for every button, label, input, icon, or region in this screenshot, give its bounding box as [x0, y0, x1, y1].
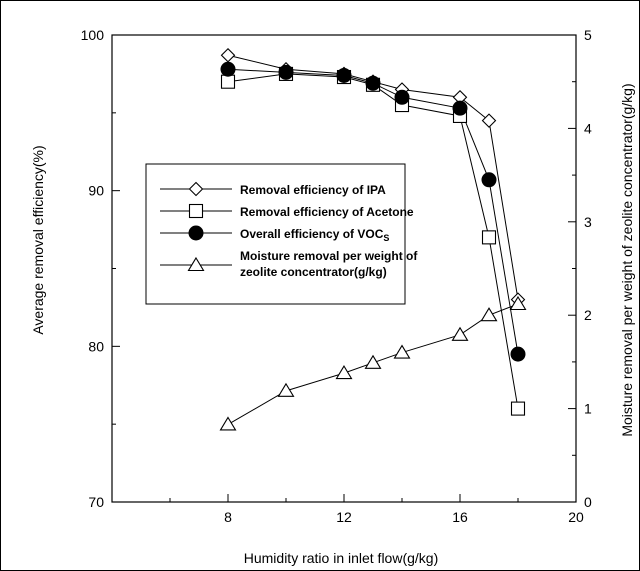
series-line-ipa [227, 54, 519, 300]
y-axis-title-right: Moisture removal per weight of zeolite c… [619, 83, 635, 436]
legend-label-ipa: Removal efficiency of IPA [240, 183, 386, 197]
point-moisture [219, 416, 237, 431]
series-line-acetone [227, 73, 519, 409]
point-moisture [277, 382, 295, 397]
point-voc [220, 61, 236, 77]
legend-label-moisture-line2: zeolite concentrator(g/kg) [240, 265, 387, 279]
y-left-tick-label: 100 [81, 27, 105, 43]
point-ipa [220, 47, 236, 63]
x-tick-label: 8 [224, 509, 232, 525]
y-right-tick-label: 3 [584, 214, 592, 230]
x-tick-label: 20 [568, 509, 584, 525]
point-voc [452, 100, 468, 116]
legend-label-moisture-line1: Moisture removal per weight of [240, 249, 418, 263]
legend-label-voc-subscript: S [383, 233, 389, 243]
y-left-tick-label: 70 [88, 494, 104, 510]
legend-marker-moisture [187, 256, 205, 272]
point-moisture [364, 354, 382, 369]
point-voc [510, 346, 526, 362]
series-layer [219, 47, 527, 431]
y-left-tick-label: 90 [88, 183, 104, 199]
x-tick-label: 16 [452, 509, 468, 525]
point-ipa [481, 113, 497, 128]
y-right-tick-label: 5 [584, 27, 592, 43]
legend-marker-voc [188, 225, 204, 241]
point-voc [394, 89, 410, 105]
point-moisture [480, 307, 498, 322]
series-line-voc [227, 68, 519, 355]
x-axis-title: Humidity ratio in inlet flow(g/kg) [244, 550, 439, 566]
legend: Removal efficiency of IPA Removal effici… [145, 163, 418, 305]
point-voc [365, 75, 381, 91]
point-acetone [481, 230, 497, 245]
point-moisture [451, 326, 469, 341]
y-right-tick-label: 0 [584, 494, 592, 510]
point-acetone [510, 401, 526, 416]
point-moisture [509, 295, 527, 311]
point-moisture [335, 365, 353, 380]
y-axis-title-left: Average removal efficiency(%) [30, 145, 46, 334]
y-right-tick-label: 1 [584, 401, 592, 417]
point-voc [481, 172, 497, 188]
legend-label-voc: Overall efficiency of VOCS [240, 227, 389, 243]
y-left-tick-label: 80 [88, 338, 104, 354]
legend-label-voc-main: Overall efficiency of VOC [240, 227, 384, 241]
x-tick-label: 12 [336, 509, 352, 525]
point-voc [278, 64, 294, 80]
y-right-tick-label: 4 [584, 120, 592, 136]
legend-marker-acetone [188, 203, 204, 219]
point-voc [336, 67, 352, 83]
legend-marker-ipa [188, 181, 204, 197]
y-right-tick-label: 2 [584, 307, 592, 323]
legend-label-acetone: Removal efficiency of Acetone [240, 205, 414, 219]
point-acetone [220, 74, 236, 89]
point-moisture [393, 344, 411, 359]
